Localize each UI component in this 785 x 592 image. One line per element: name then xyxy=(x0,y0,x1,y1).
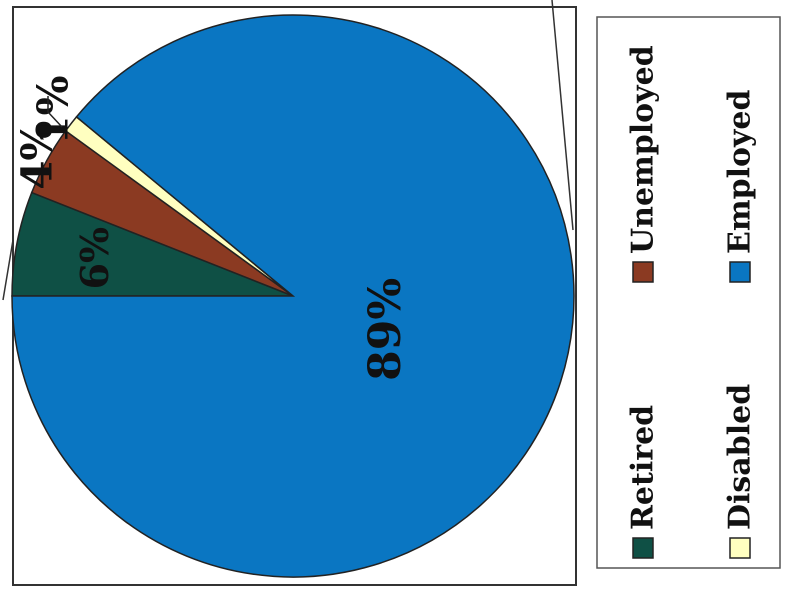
data-label-employed: 89% xyxy=(360,278,411,381)
legend-frame xyxy=(596,16,781,569)
data-label-unemployed: 4% xyxy=(12,121,61,190)
legend-label-unemployed: Unemployed xyxy=(626,45,661,254)
legend-label-employed: Employed xyxy=(723,89,758,254)
leader-line-disabled xyxy=(47,96,63,128)
legend-swatch-employed xyxy=(729,261,751,283)
legend-swatch-unemployed xyxy=(632,261,654,283)
pie-slices xyxy=(11,14,575,578)
legend-label-disabled: Disabled xyxy=(723,384,758,530)
data-label-disabled: 1% xyxy=(29,75,78,144)
data-label-retired: 6% xyxy=(72,227,117,290)
legend-label-retired: Retired xyxy=(626,405,661,530)
legend: Retired Unemployed Disabled Employed xyxy=(626,45,758,559)
pie-data-labels: 6%4%1% 89% xyxy=(12,75,411,380)
pie-slice-employed xyxy=(11,14,575,578)
leader-line-left xyxy=(2,239,14,301)
leader-line-top xyxy=(551,0,574,231)
legend-swatch-retired xyxy=(632,537,654,559)
legend-swatch-disabled xyxy=(729,537,751,559)
